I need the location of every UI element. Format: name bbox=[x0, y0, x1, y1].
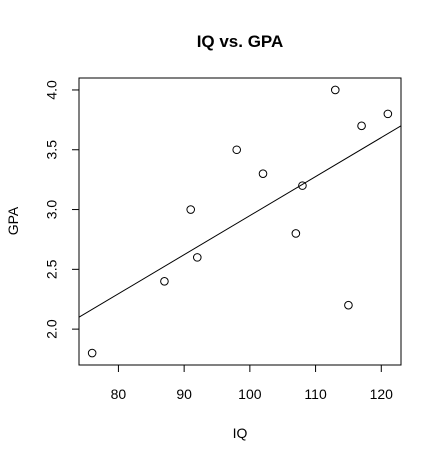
chart-title: IQ vs. GPA bbox=[197, 32, 284, 51]
y-axis: 2.0 2.5 3.0 3.5 4.0 bbox=[44, 80, 80, 339]
points-layer bbox=[87, 85, 393, 358]
data-point bbox=[160, 276, 169, 286]
x-tick-label: 120 bbox=[370, 386, 394, 402]
data-point bbox=[298, 181, 307, 190]
data-point bbox=[192, 253, 202, 262]
x-axis-label: IQ bbox=[233, 425, 248, 441]
y-tick-label: 3.0 bbox=[44, 200, 60, 220]
data-point bbox=[383, 109, 393, 119]
x-axis: 80 90 100 110 120 bbox=[111, 364, 394, 402]
y-tick-label: 2.5 bbox=[44, 259, 60, 279]
y-tick-label: 2.0 bbox=[44, 319, 60, 339]
data-point bbox=[186, 205, 196, 214]
data-point bbox=[291, 229, 301, 238]
y-tick-label: 4.0 bbox=[44, 80, 60, 100]
data-point bbox=[232, 145, 242, 155]
data-point bbox=[87, 348, 97, 358]
trend-line bbox=[78, 125, 402, 318]
x-tick-label: 100 bbox=[238, 386, 262, 402]
data-point bbox=[357, 121, 366, 131]
x-tick-label: 110 bbox=[304, 386, 327, 402]
data-point bbox=[344, 300, 353, 310]
x-tick-label: 80 bbox=[111, 386, 127, 402]
data-point bbox=[330, 85, 340, 95]
y-tick-label: 3.5 bbox=[44, 140, 60, 160]
y-axis-label: GPA bbox=[5, 206, 21, 235]
data-point bbox=[258, 169, 268, 178]
x-tick-label: 90 bbox=[176, 386, 192, 402]
